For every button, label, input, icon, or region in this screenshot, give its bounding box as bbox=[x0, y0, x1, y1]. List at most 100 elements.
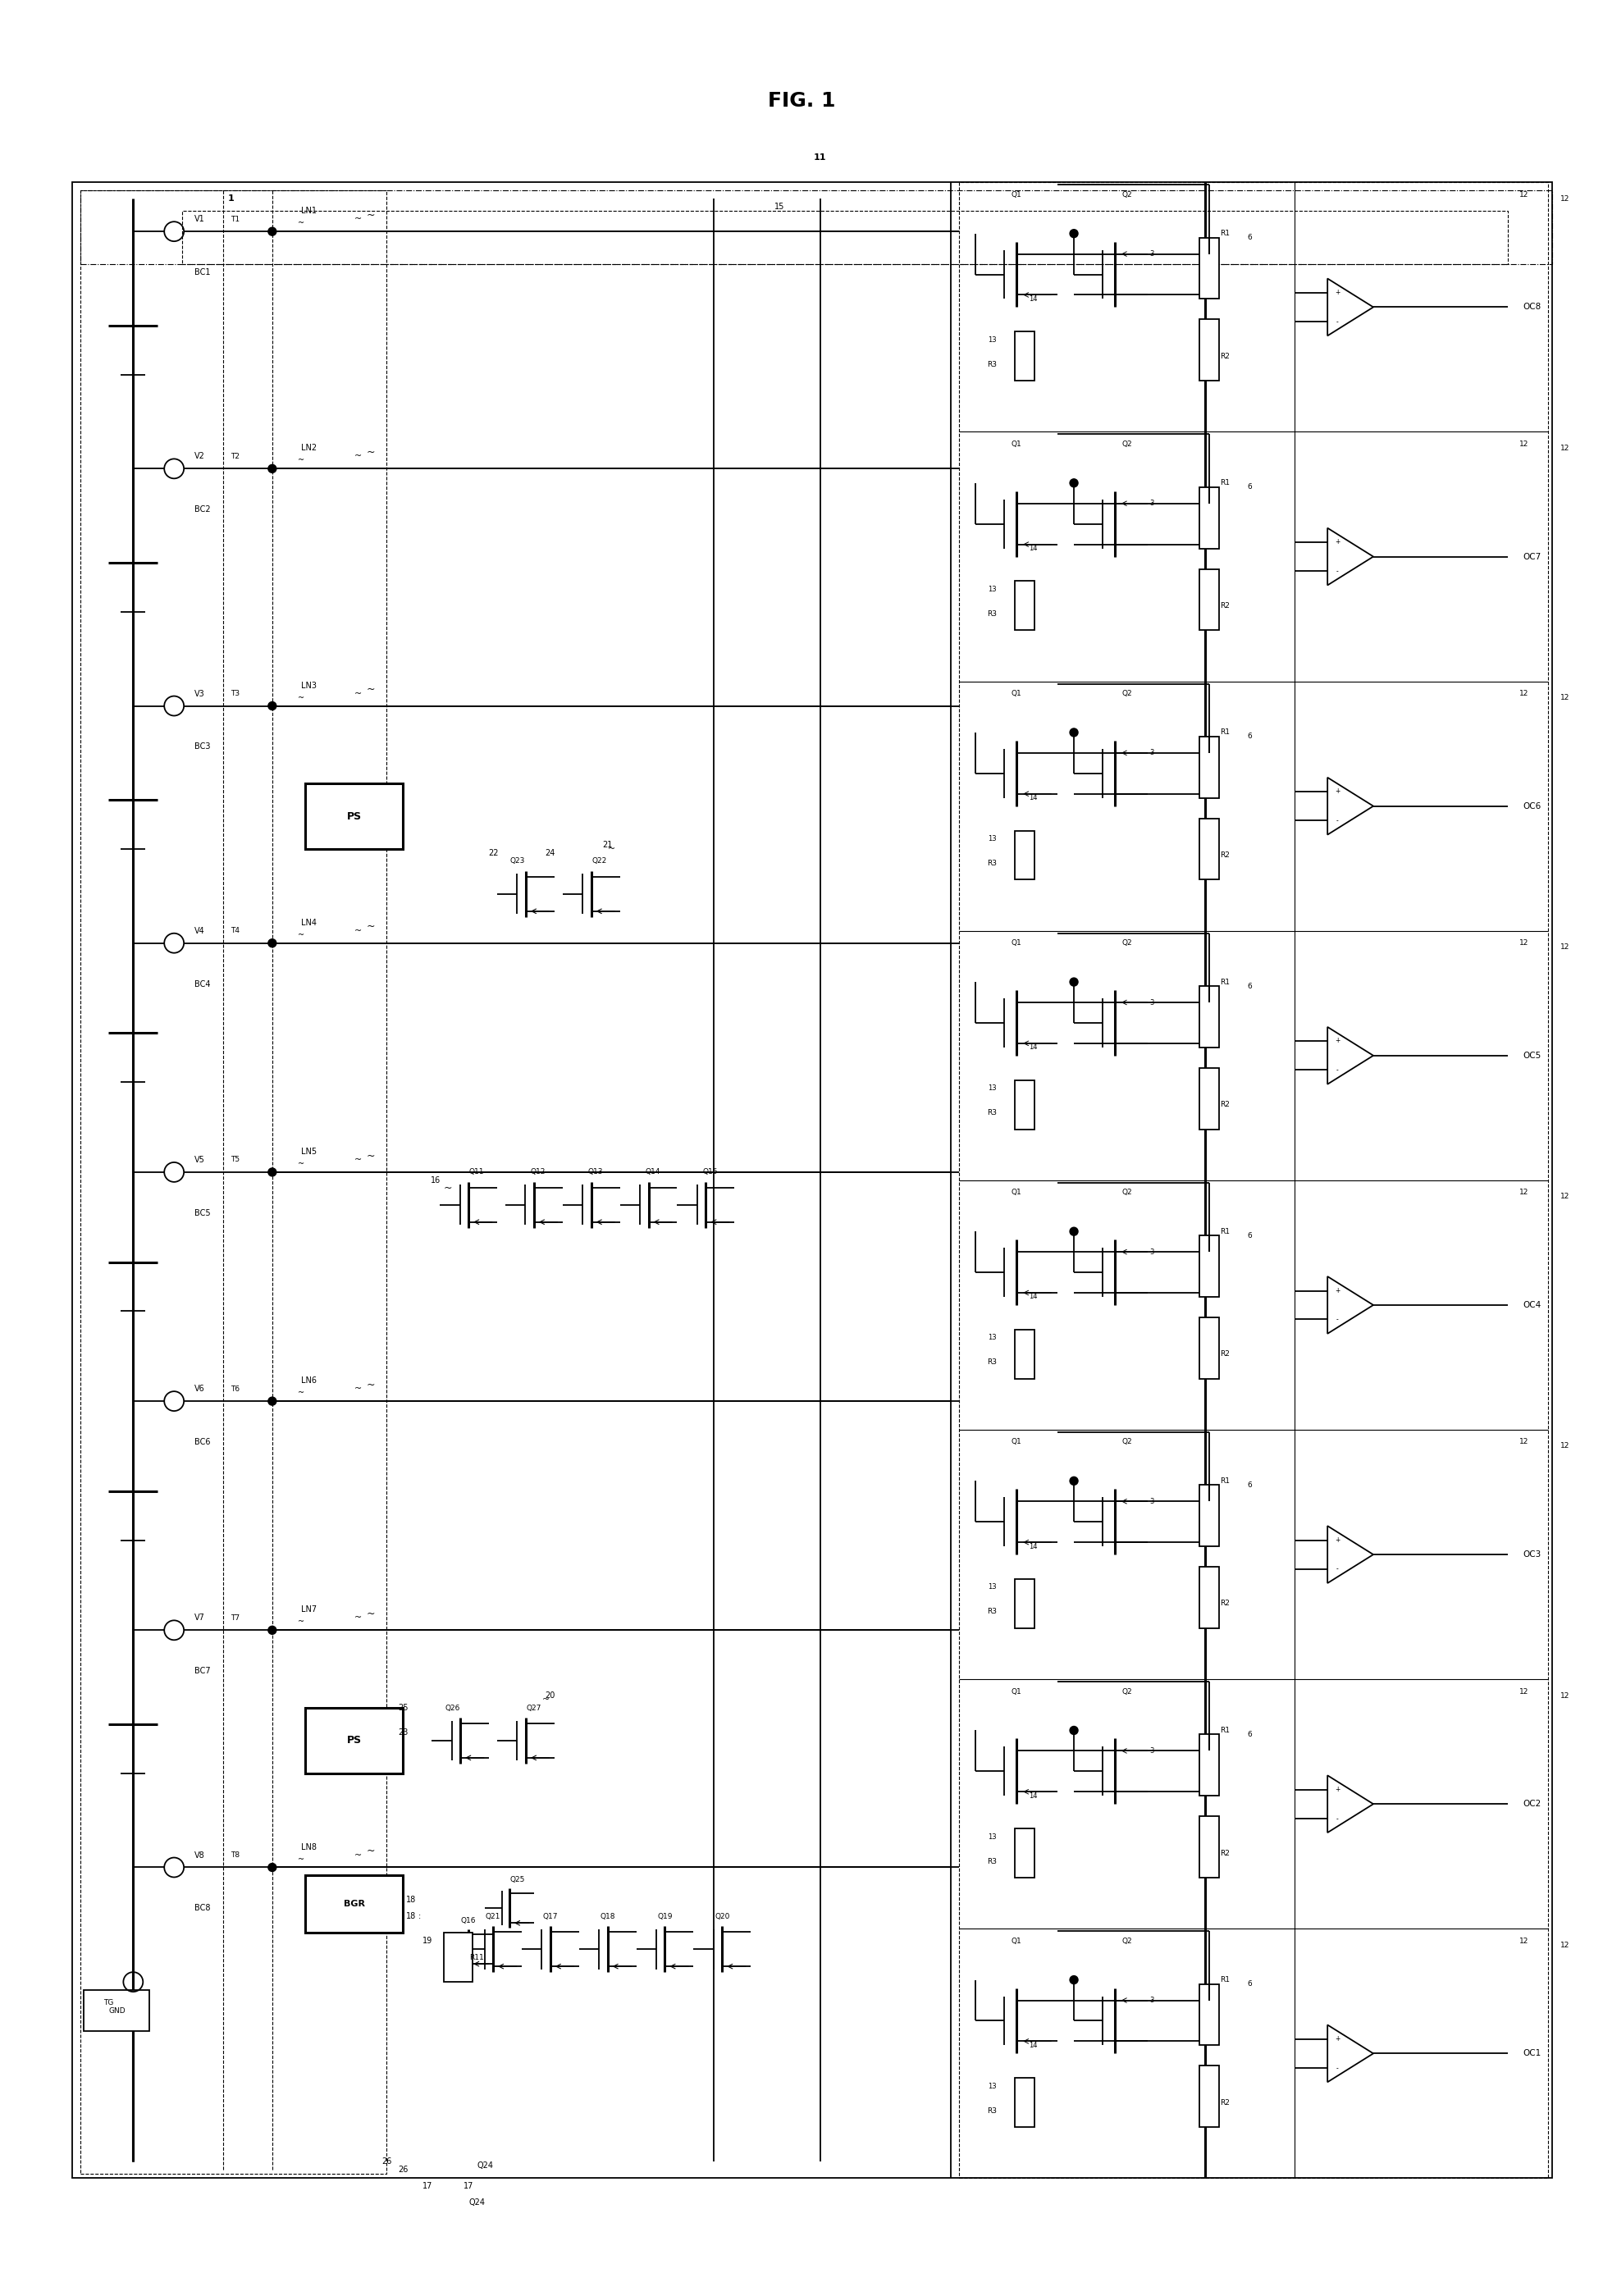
Text: 18: 18 bbox=[406, 1913, 417, 1919]
Text: +: + bbox=[1335, 788, 1340, 794]
Text: Q2: Q2 bbox=[1122, 1189, 1132, 1196]
Text: 6: 6 bbox=[1247, 1979, 1252, 1988]
Text: R2: R2 bbox=[1220, 852, 1230, 859]
Text: BC7: BC7 bbox=[194, 1667, 210, 1676]
Circle shape bbox=[268, 1864, 276, 1871]
Text: V2: V2 bbox=[194, 452, 205, 461]
Text: 3: 3 bbox=[1149, 1998, 1154, 2004]
Bar bbox=[1199, 1318, 1218, 1378]
Text: Q24: Q24 bbox=[468, 2200, 486, 2206]
Circle shape bbox=[1069, 1476, 1077, 1486]
Text: R2: R2 bbox=[1220, 354, 1230, 360]
Text: 12: 12 bbox=[1560, 1194, 1569, 1201]
Text: R1: R1 bbox=[1220, 230, 1230, 236]
Text: -: - bbox=[1337, 319, 1339, 326]
Text: Q13: Q13 bbox=[588, 1169, 603, 1176]
Bar bbox=[305, 783, 402, 850]
Bar bbox=[72, 181, 1552, 2179]
Text: OC6: OC6 bbox=[1523, 801, 1540, 810]
Bar bbox=[183, 211, 1507, 264]
Text: Q27: Q27 bbox=[526, 1704, 542, 1711]
Text: Q18: Q18 bbox=[600, 1913, 616, 1919]
Text: 22: 22 bbox=[487, 850, 499, 856]
Circle shape bbox=[1069, 480, 1077, 487]
Text: Q16: Q16 bbox=[462, 1917, 476, 1924]
Text: 12: 12 bbox=[1520, 939, 1529, 946]
Text: 3: 3 bbox=[1149, 1497, 1154, 1506]
Bar bbox=[1015, 2078, 1034, 2126]
Bar bbox=[1199, 1235, 1218, 1297]
Text: GND: GND bbox=[109, 2007, 125, 2014]
Text: 21: 21 bbox=[603, 840, 612, 850]
Text: BC5: BC5 bbox=[194, 1210, 210, 1217]
Text: LN2: LN2 bbox=[301, 443, 317, 452]
Text: LN1: LN1 bbox=[301, 207, 317, 216]
Text: -: - bbox=[1337, 567, 1339, 574]
Text: 3: 3 bbox=[1149, 501, 1154, 507]
Text: R1: R1 bbox=[1220, 480, 1230, 487]
Circle shape bbox=[268, 703, 276, 709]
Text: -: - bbox=[1337, 1816, 1339, 1823]
Text: R2: R2 bbox=[1220, 1600, 1230, 1607]
Text: 1: 1 bbox=[228, 195, 234, 202]
Text: T6: T6 bbox=[231, 1384, 240, 1394]
Text: R1: R1 bbox=[1220, 1977, 1230, 1984]
Text: -: - bbox=[1337, 1316, 1339, 1322]
Bar bbox=[1199, 1733, 1218, 1795]
Text: ~: ~ bbox=[298, 1389, 305, 1396]
Text: 14: 14 bbox=[1029, 296, 1037, 303]
Text: 14: 14 bbox=[1029, 1793, 1037, 1800]
Text: R3: R3 bbox=[987, 1857, 997, 1864]
Text: 6: 6 bbox=[1247, 732, 1252, 739]
Text: Q22: Q22 bbox=[592, 859, 608, 866]
Text: R3: R3 bbox=[987, 1109, 997, 1116]
Text: V7: V7 bbox=[194, 1614, 205, 1621]
Text: Q1: Q1 bbox=[1011, 1688, 1021, 1694]
Bar bbox=[1015, 331, 1034, 381]
Text: R1: R1 bbox=[1220, 1727, 1230, 1733]
Bar bbox=[444, 1933, 473, 1981]
Text: Q12: Q12 bbox=[531, 1169, 545, 1176]
Text: 14: 14 bbox=[1029, 794, 1037, 801]
Text: 17: 17 bbox=[463, 2181, 473, 2190]
Text: 17: 17 bbox=[423, 2181, 433, 2190]
Text: ~: ~ bbox=[365, 448, 375, 457]
Text: Q21: Q21 bbox=[486, 1913, 500, 1919]
Text: 12: 12 bbox=[1560, 1442, 1569, 1449]
Text: R1: R1 bbox=[1220, 1476, 1230, 1486]
Bar bbox=[1015, 1580, 1034, 1628]
Bar bbox=[1015, 1828, 1034, 1878]
Text: 14: 14 bbox=[1029, 544, 1037, 551]
Text: Q1: Q1 bbox=[1011, 939, 1021, 946]
Bar bbox=[1199, 1068, 1218, 1130]
Text: R3: R3 bbox=[987, 859, 997, 868]
Text: Q2: Q2 bbox=[1122, 689, 1132, 698]
Bar bbox=[1015, 1329, 1034, 1378]
Text: 26: 26 bbox=[382, 2158, 391, 2165]
Circle shape bbox=[268, 464, 276, 473]
Text: ~: ~ bbox=[354, 928, 362, 934]
Circle shape bbox=[268, 1626, 276, 1635]
Text: LN6: LN6 bbox=[301, 1378, 317, 1384]
Text: 12: 12 bbox=[1520, 1437, 1529, 1446]
Text: FIG. 1: FIG. 1 bbox=[768, 92, 835, 110]
Text: V1: V1 bbox=[194, 216, 205, 223]
Text: Q1: Q1 bbox=[1011, 1938, 1021, 1945]
Text: 13: 13 bbox=[987, 836, 997, 843]
Text: ~: ~ bbox=[365, 1846, 375, 1857]
Text: BC3: BC3 bbox=[194, 742, 210, 751]
Text: 6: 6 bbox=[1247, 234, 1252, 241]
Text: 3: 3 bbox=[1149, 1249, 1154, 1256]
Text: V6: V6 bbox=[194, 1384, 205, 1394]
Text: ~: ~ bbox=[365, 684, 375, 696]
Text: Q2: Q2 bbox=[1122, 939, 1132, 946]
Text: 12: 12 bbox=[1560, 445, 1569, 452]
Text: +: + bbox=[1335, 1286, 1340, 1295]
Text: OC5: OC5 bbox=[1523, 1052, 1540, 1061]
Text: 12: 12 bbox=[1560, 1692, 1569, 1699]
Text: 6: 6 bbox=[1247, 484, 1252, 491]
Bar bbox=[1199, 985, 1218, 1047]
Text: 24: 24 bbox=[545, 850, 555, 856]
Text: OC7: OC7 bbox=[1523, 553, 1540, 560]
Text: -: - bbox=[1337, 1068, 1339, 1075]
